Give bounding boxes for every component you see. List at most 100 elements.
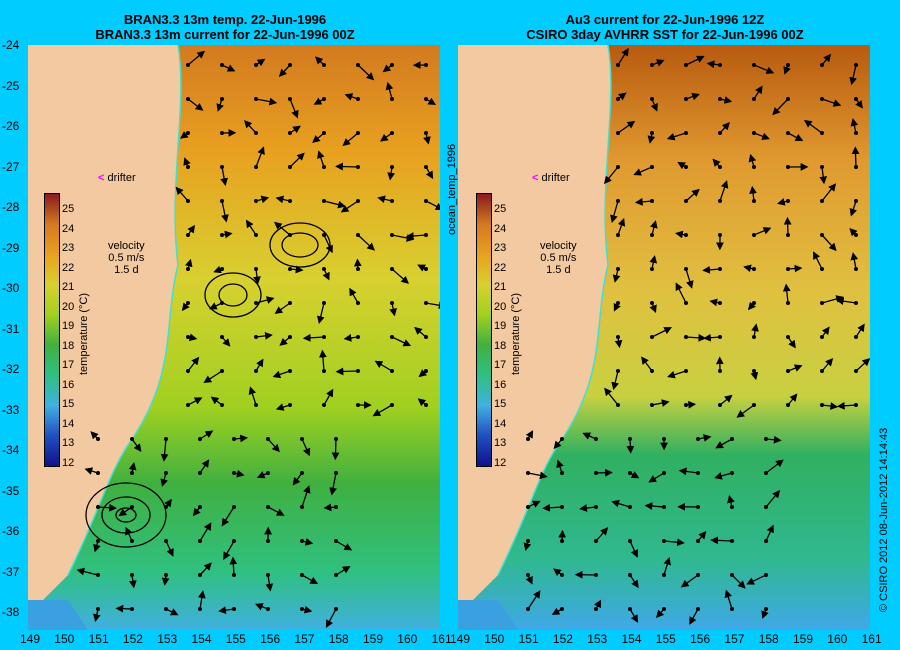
- current-arrow-origin: [254, 233, 258, 237]
- current-arrow: [199, 459, 210, 474]
- current-arrow-origin: [288, 301, 292, 305]
- current-arrow: [175, 186, 189, 202]
- current-arrow: [787, 264, 803, 273]
- current-arrow: [772, 98, 789, 116]
- colorbar-tick: 23: [494, 242, 507, 254]
- current-arrow-origin: [616, 267, 620, 271]
- current-arrow-origin: [752, 233, 756, 237]
- current-arrow-origin: [186, 97, 190, 101]
- current-arrow: [221, 506, 235, 527]
- current-arrow-origin: [730, 471, 734, 475]
- current-arrow-origin: [390, 335, 394, 339]
- current-arrow-origin: [696, 607, 700, 611]
- current-arrow: [129, 574, 137, 589]
- left-map: [28, 45, 440, 630]
- current-arrow-origin: [718, 301, 722, 305]
- current-arrow: [218, 606, 235, 615]
- current-arrow-origin: [650, 199, 654, 203]
- current-arrow-origin: [390, 131, 394, 135]
- current-arrow-origin: [616, 165, 620, 169]
- current-arrow-origin: [752, 403, 756, 407]
- southern-sea: [28, 600, 88, 630]
- current-arrow-origin: [232, 505, 236, 509]
- current-arrow: [323, 234, 333, 254]
- current-arrow-origin: [786, 335, 790, 339]
- current-arrow-origin: [300, 607, 304, 611]
- current-arrow-origin: [752, 301, 756, 305]
- eddy-middle: [204, 272, 262, 318]
- current-arrow-origin: [730, 607, 734, 611]
- drifter-marker-icon-right: <: [532, 172, 539, 184]
- current-arrow-origin: [594, 573, 598, 577]
- current-arrow-origin: [334, 505, 338, 509]
- current-arrow-origin: [300, 471, 304, 475]
- current-arrow: [783, 216, 792, 236]
- current-arrow-origin: [254, 63, 258, 67]
- current-arrow-origin: [266, 607, 270, 611]
- current-arrow: [405, 232, 427, 240]
- current-arrow-origin: [322, 165, 326, 169]
- x-tick-label: 160: [397, 632, 418, 646]
- current-arrow: [689, 608, 699, 625]
- current-arrow-origin: [164, 573, 168, 577]
- current-arrow-origin: [662, 539, 666, 543]
- current-arrow: [651, 399, 670, 407]
- current-arrow-origin: [96, 539, 100, 543]
- current-arrow-origin: [764, 471, 768, 475]
- current-arrow-origin: [356, 131, 360, 135]
- current-arrow: [253, 268, 261, 285]
- current-arrow-origin: [322, 335, 326, 339]
- current-arrow-origin: [786, 233, 790, 237]
- current-arrow: [746, 574, 767, 585]
- drifter-text-right: drifter: [541, 172, 570, 184]
- current-arrow: [702, 265, 721, 274]
- current-arrow-origin: [684, 199, 688, 203]
- current-arrow-origin: [288, 165, 292, 169]
- current-arrow-origin: [526, 573, 530, 577]
- current-arrow-origin: [198, 607, 202, 611]
- colorbar-tick: 14: [62, 417, 75, 430]
- middle-vertical-label: ocean_temp_1996: [446, 143, 458, 235]
- current-arrow: [301, 438, 311, 457]
- current-arrow-origin: [232, 607, 236, 611]
- current-arrow-origin: [854, 403, 858, 407]
- current-arrow: [209, 302, 223, 310]
- current-arrow-origin: [334, 437, 338, 441]
- current-arrow: [289, 265, 304, 274]
- current-arrow: [255, 97, 278, 106]
- current-arrow-origin: [786, 199, 790, 203]
- current-arrow: [329, 472, 337, 496]
- colorbar-tick: 16: [494, 378, 507, 391]
- current-arrow: [649, 255, 658, 270]
- current-arrow-origin: [322, 267, 326, 271]
- current-arrow: [610, 200, 619, 223]
- current-arrow-origin: [164, 539, 168, 543]
- current-arrow-origin: [650, 403, 654, 407]
- current-arrow: [76, 567, 99, 576]
- current-arrow-origin: [288, 403, 292, 407]
- current-arrow: [372, 404, 393, 417]
- current-arrow-origin: [560, 539, 564, 543]
- colorbar-tick: 14: [494, 417, 507, 430]
- current-arrow: [753, 132, 770, 140]
- current-arrow-origin: [594, 471, 598, 475]
- current-arrow-origin: [820, 131, 824, 135]
- current-arrow-origin: [820, 63, 824, 67]
- current-arrow-origin: [616, 97, 620, 101]
- right-title: Au3 current for 22-Jun-1996 12Z CSIRO 3d…: [500, 12, 830, 42]
- current-arrow: [274, 302, 291, 314]
- current-arrow-origin: [254, 403, 258, 407]
- current-arrow-origin: [786, 267, 790, 271]
- current-arrow: [274, 221, 291, 236]
- current-arrow-origin: [616, 233, 620, 237]
- current-arrow-origin: [96, 573, 100, 577]
- x-tick-label: 151: [88, 632, 109, 646]
- current-arrow-origin: [560, 471, 564, 475]
- current-arrow-origin: [186, 131, 190, 135]
- x-tick-label: 149: [450, 632, 471, 646]
- current-arrow: [849, 200, 858, 217]
- current-arrow: [821, 53, 832, 66]
- current-arrow: [813, 251, 823, 270]
- current-arrow: [749, 185, 757, 202]
- current-arrow: [301, 574, 319, 585]
